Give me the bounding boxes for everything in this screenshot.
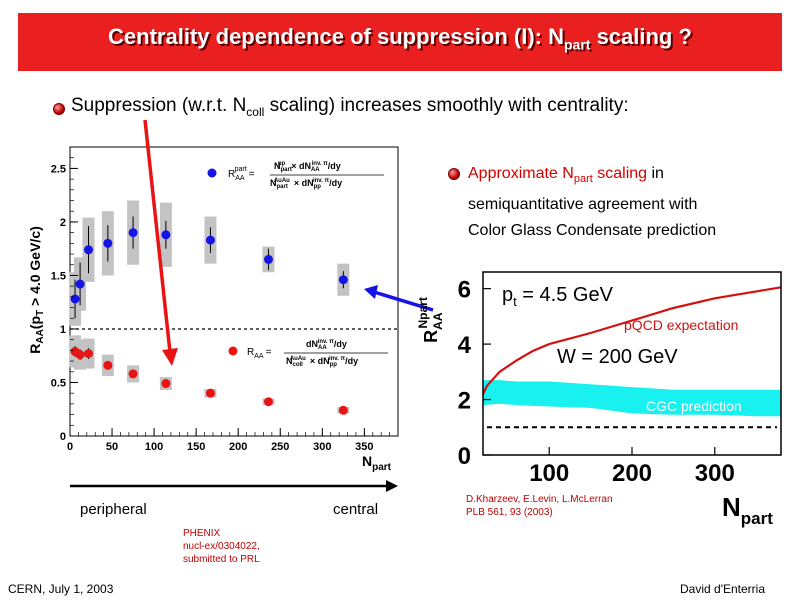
pqcd-label: pQCD expectation xyxy=(624,317,738,333)
svg-text:RAApart=: RAApart = xyxy=(228,166,255,182)
pqcd-line xyxy=(482,286,782,395)
raa-point xyxy=(161,379,171,389)
raa-part-point xyxy=(128,228,138,238)
slide-title: Centrality dependence of suppression (I)… xyxy=(108,24,692,53)
right-y-axis-label: RAANpart xyxy=(416,297,445,343)
x-tick-label: 350 xyxy=(355,441,373,453)
svg-text:dNAAinv. π/dy: dNAAinv. π/dy xyxy=(306,339,347,351)
left-y-axis-label: RAA(pT > 4.0 GeV/c) xyxy=(27,226,46,354)
x-tick-label: 100 xyxy=(145,441,163,453)
phenix-reference: PHENIX nucl-ex/0304022, submitted to PRL xyxy=(183,528,260,565)
w-annotation: W = 200 GeV xyxy=(557,346,678,368)
raa-part-point xyxy=(161,230,171,240)
x-tick-label: 200 xyxy=(612,460,652,487)
raa-part-point xyxy=(70,294,80,304)
bullet-icon xyxy=(53,103,65,115)
left-systematic-boxes xyxy=(69,200,350,414)
raa-part-point xyxy=(84,245,94,255)
bullet-text-suppression: Suppression (w.r.t. Ncoll scaling) incre… xyxy=(71,95,629,119)
right-x-axis-label: Npart xyxy=(722,492,773,528)
x-tick-label: 0 xyxy=(67,441,73,453)
raa-point xyxy=(128,369,138,379)
legend-raa-part: RAApart = Npartpp × dNAAinv. π/dy NpartAuA… xyxy=(207,161,384,190)
left-x-ticks: 0 50 100 150 200 250 300 350 xyxy=(67,428,399,453)
svg-text:NcollAuAu× dNppinv. π/dy: NcollAuAu × dNppinv. π/dy xyxy=(286,356,358,368)
footer-author: David d'Enterria xyxy=(680,582,765,596)
left-data-points xyxy=(70,228,348,415)
raa-point xyxy=(75,350,85,360)
footer-venue-date: CERN, July 1, 2003 xyxy=(8,582,114,596)
right-x-ticks: 100 200 300 xyxy=(529,447,735,487)
svg-text:NpartAuAu× dNppinv. π/dy: NpartAuAu × dNppinv. π/dy xyxy=(270,178,342,190)
left-chart: 0 50 100 150 200 250 300 350 0 0.5 1 1.5 2 2.5 RAA(p… xyxy=(27,146,399,473)
x-tick-label: 300 xyxy=(695,460,735,487)
legend-marker-blue xyxy=(207,168,217,178)
x-tick-label: 50 xyxy=(106,441,118,453)
raa-part-point xyxy=(103,238,113,248)
y-tick-label: 2.5 xyxy=(51,163,66,175)
raa-point xyxy=(84,349,94,359)
y-tick-label: 1 xyxy=(60,324,66,336)
red-pointer-arrow xyxy=(143,119,172,353)
y-tick-label: 6 xyxy=(458,277,471,304)
red-pointer-arrow-head xyxy=(162,348,178,366)
centrality-arrow-head xyxy=(386,480,398,492)
y-tick-label: 0 xyxy=(458,443,471,470)
raa-part-point xyxy=(338,275,348,285)
blue-pointer-arrow-head xyxy=(364,285,378,299)
x-tick-label: 250 xyxy=(271,441,289,453)
legend-marker-red xyxy=(228,346,238,356)
y-tick-label: 4 xyxy=(458,332,472,359)
x-tick-label: 300 xyxy=(313,441,331,453)
svg-text:Npartpp× dNAAinv. π/dy: Npartpp × dNAAinv. π/dy xyxy=(274,161,341,173)
title-bar xyxy=(18,13,782,71)
peripheral-label: peripheral xyxy=(80,501,147,518)
left-y-ticks: 0 0.5 1 1.5 2 2.5 xyxy=(51,146,78,443)
y-tick-label: 1.5 xyxy=(51,270,66,282)
right-y-ticks: 0 2 4 6 xyxy=(458,277,491,470)
blue-pointer-arrow xyxy=(373,290,434,312)
y-tick-label: 2 xyxy=(60,217,66,229)
kharzeev-citation: D.Kharzeev, E.Levin, L.McLerran PLB 561, … xyxy=(466,494,613,518)
y-tick-label: 0.5 xyxy=(51,377,66,389)
raa-point xyxy=(205,388,215,398)
raa-part-point xyxy=(205,235,215,245)
raa-point xyxy=(263,397,273,407)
cgc-label: CGC prediction xyxy=(646,398,742,414)
x-tick-label: 200 xyxy=(229,441,247,453)
x-tick-label: 100 xyxy=(529,460,569,487)
raa-part-point xyxy=(75,279,85,289)
legend-raa: RAA = dNAAinv. π/dy NcollAuAu × dNppinv. π… xyxy=(228,339,388,368)
pt-annotation: pt = 4.5 GeV xyxy=(502,284,614,309)
y-tick-label: 2 xyxy=(458,388,471,415)
left-x-axis-label: Npart xyxy=(362,453,392,473)
bullet-icon xyxy=(448,168,460,180)
x-tick-label: 150 xyxy=(187,441,205,453)
raa-point xyxy=(338,405,348,415)
svg-text:RAA=: RAA = xyxy=(247,347,272,360)
y-tick-label: 0 xyxy=(60,431,66,443)
raa-part-point xyxy=(263,254,273,264)
cgc-band xyxy=(483,380,781,417)
bullet-text-npart-scaling: Approximate Npart scaling in semiquantit… xyxy=(468,165,717,240)
central-label: central xyxy=(333,501,379,518)
raa-point xyxy=(103,360,113,370)
